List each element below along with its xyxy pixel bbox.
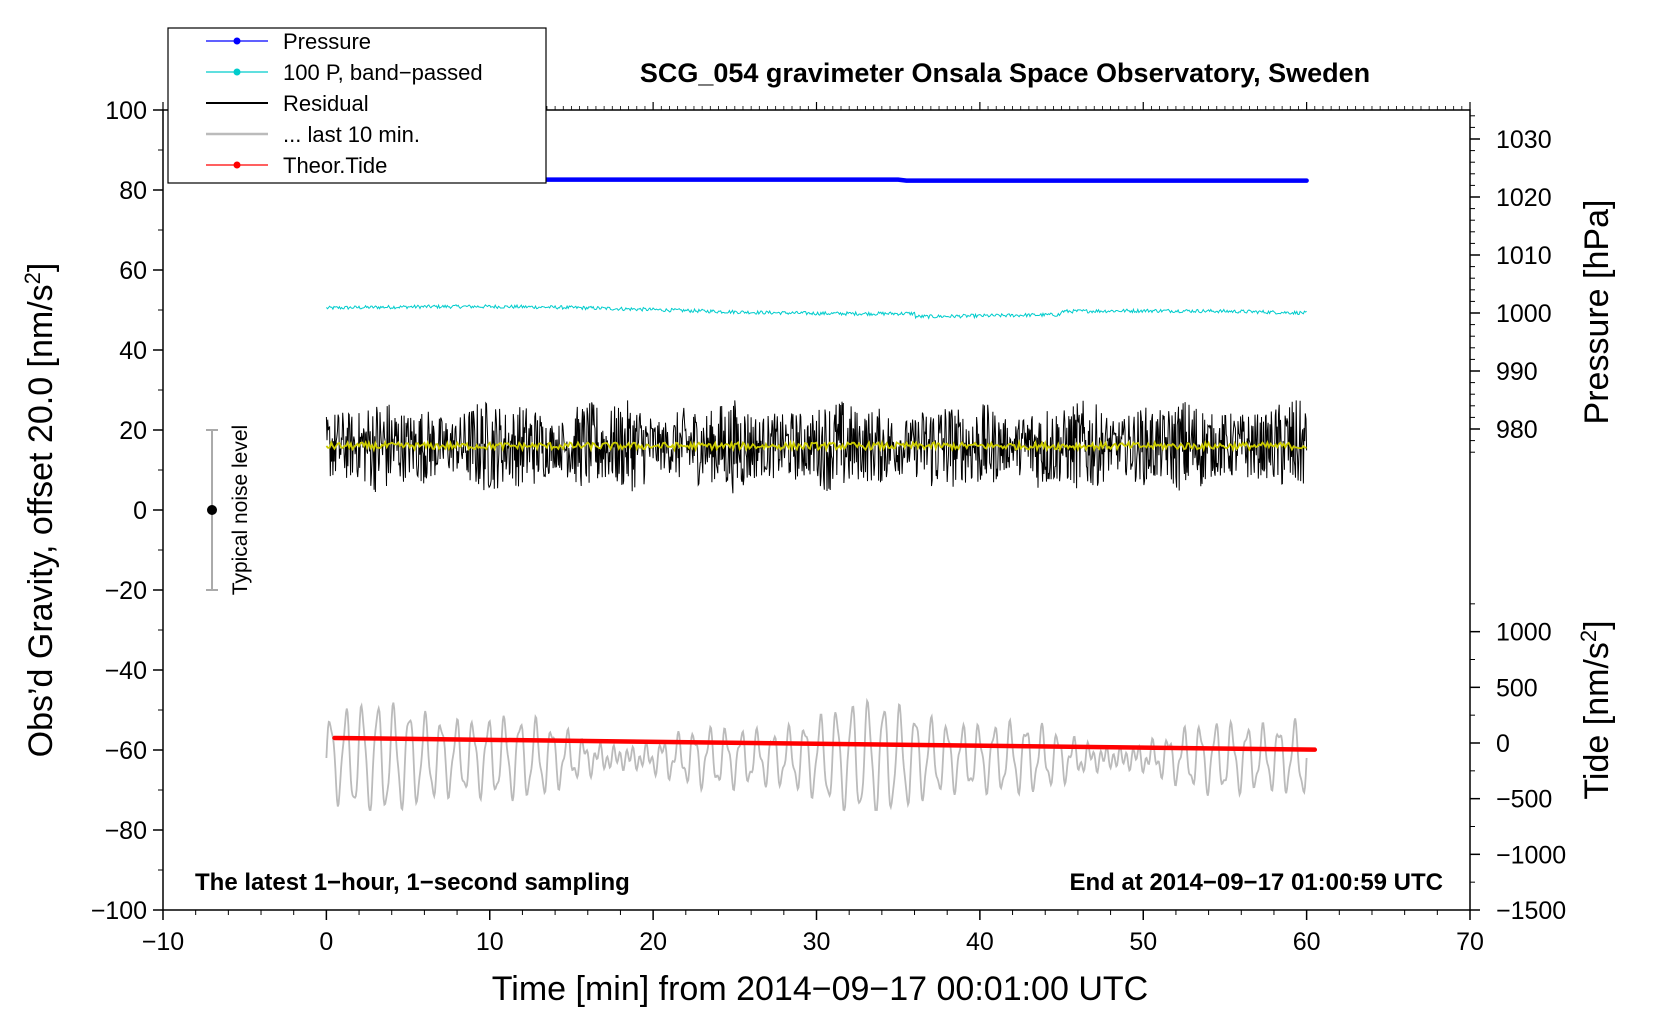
last-10-min-line — [325, 697, 1308, 812]
legend-label: Pressure — [283, 29, 371, 54]
y-tick-label: 80 — [119, 177, 147, 205]
y-axis-title-tide-sup: 2 — [1576, 630, 1601, 642]
y-tick-label: −100 — [91, 897, 147, 925]
residual-smoothed-line — [325, 438, 1307, 453]
x-tick-label: 10 — [476, 928, 504, 956]
legend-label: ... last 10 min. — [283, 122, 420, 147]
axes-layer: −10 0 10 20 30 40 50 60 70100806040200−20−40−60−… — [91, 97, 1567, 956]
x-tick-label: 30 — [803, 928, 831, 956]
tide-tick-label: −1000 — [1496, 841, 1566, 869]
y-tick-label: 60 — [119, 257, 147, 285]
x-tick-label: 60 — [1293, 928, 1321, 956]
y-axis-title-gravity: Obs’d Gravity, offset 20.0 [nm/s2] — [20, 263, 61, 758]
x-tick-label: 50 — [1129, 928, 1157, 956]
y-axis-title-tide-text: Tide [nm/s — [1578, 642, 1616, 799]
x-tick-label: 0 — [319, 928, 333, 956]
tide-tick-label: 0 — [1496, 730, 1510, 758]
x-axis-title: Time [min] from 2014−09−17 00:01:00 UTC — [492, 970, 1148, 1008]
y-tick-label: 0 — [133, 497, 147, 525]
pressure-tick-label: 1020 — [1496, 184, 1552, 212]
sampling-note: The latest 1−hour, 1−second sampling — [195, 869, 630, 896]
y-tick-label: −60 — [105, 737, 147, 765]
legend-label: Theor.Tide — [283, 153, 387, 178]
y-axis-title-tide: Tide [nm/s2] — [1576, 620, 1617, 799]
plot-frame — [162, 109, 1471, 911]
x-tick-label: −10 — [142, 928, 184, 956]
x-tick-label: 20 — [639, 928, 667, 956]
pressure-tick-label: 990 — [1496, 358, 1538, 386]
pressure-tick-label: 980 — [1496, 416, 1538, 444]
chart-title: SCG_054 gravimeter Onsala Space Observat… — [640, 58, 1370, 88]
x-tick-label: 70 — [1456, 928, 1484, 956]
y-axis-title-gravity-sup: 2 — [20, 272, 45, 284]
pressure-tick-label: 1030 — [1496, 126, 1552, 154]
legend-box — [167, 27, 547, 184]
y-tick-label: 20 — [119, 417, 147, 445]
pressure-tick-label: 1010 — [1496, 242, 1552, 270]
y-axis-title-gravity-end: ] — [22, 263, 60, 272]
noise-level-label: Typical noise level — [229, 425, 252, 595]
residual-series-line — [325, 400, 1308, 494]
series-layer — [324, 177, 1318, 812]
tide-tick-label: 500 — [1496, 674, 1538, 702]
y-axis-title-pressure: Pressure [hPa] — [1578, 200, 1616, 425]
tide-tick-label: −1500 — [1496, 897, 1566, 925]
noise-level-indicator: Typical noise level — [206, 425, 252, 595]
pressure-tick-label: 1000 — [1496, 300, 1552, 328]
legend: Pressure 100 P, band−passed Residual ... la… — [167, 27, 547, 184]
y-tick-label: 100 — [105, 97, 147, 125]
legend-marker — [233, 37, 241, 45]
y-axis-title-gravity-text: Obs’d Gravity, offset 20.0 [nm/s — [22, 284, 60, 757]
theoretical-tide-line — [332, 735, 1318, 752]
legend-marker — [233, 161, 241, 169]
x-tick-label: 40 — [966, 928, 994, 956]
tide-tick-label: −500 — [1496, 786, 1552, 814]
y-tick-label: −40 — [105, 657, 147, 685]
end-time-note: End at 2014−09−17 01:00:59 UTC — [1069, 869, 1443, 896]
tide-tick-label: 1000 — [1496, 619, 1552, 647]
legend-label: 100 P, band−passed — [283, 60, 483, 85]
legend-label: Residual — [283, 91, 369, 116]
y-tick-label: −20 — [105, 577, 147, 605]
y-tick-label: 40 — [119, 337, 147, 365]
y-tick-label: −80 — [105, 817, 147, 845]
noise-bar-center-dot — [207, 505, 218, 515]
legend-marker — [233, 68, 241, 76]
band-passed-pressure-line — [326, 303, 1307, 320]
y-axis-title-tide-end: ] — [1578, 620, 1616, 629]
